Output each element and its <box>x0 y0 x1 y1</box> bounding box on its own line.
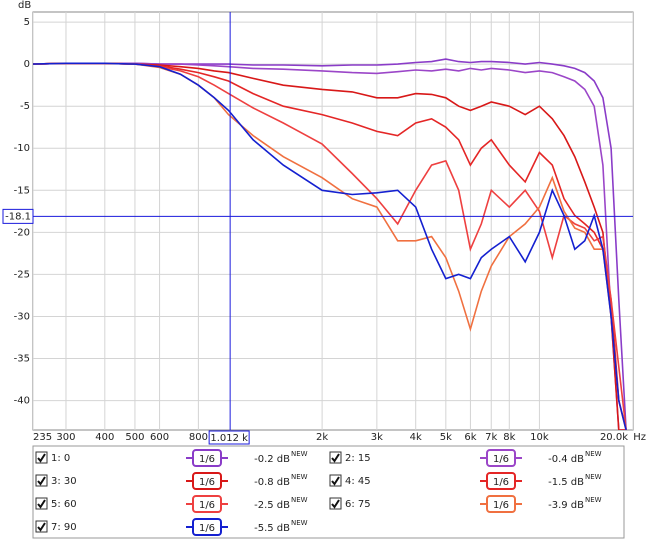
series-line <box>33 62 627 430</box>
legend-entry[interactable]: 7: 90 1/6 -5.5 dB NEW <box>35 518 308 536</box>
check-mark <box>37 499 46 509</box>
series-line <box>33 62 627 430</box>
offset-label: -1.5 dB <box>548 477 584 488</box>
y-tick-label: -5 <box>20 101 30 112</box>
smoothing-label: 1/6 <box>493 477 509 488</box>
y-tick-label: 0 <box>24 59 30 70</box>
legend-entry[interactable]: 6: 75 1/6 -3.9 dB NEW <box>329 495 602 513</box>
legend-name: 1: 0 <box>51 453 70 464</box>
checkbox[interactable] <box>329 497 342 510</box>
offset-badge: NEW <box>585 496 602 504</box>
offset-label: -2.5 dB <box>254 500 290 511</box>
offset-badge: NEW <box>291 496 308 504</box>
smoothing-label: 1/6 <box>199 477 215 488</box>
smoothing-button[interactable] <box>486 449 516 467</box>
legend-entry[interactable]: 4: 45 1/6 -1.5 dB NEW <box>329 472 602 490</box>
y-tick-label: -40 <box>14 396 30 407</box>
check-mark <box>331 453 340 463</box>
x-tick-label: 600 <box>150 432 169 443</box>
check-mark <box>331 476 340 486</box>
plot-area <box>32 11 634 431</box>
y-tick-label: -25 <box>14 269 30 280</box>
offset-label: -3.9 dB <box>548 500 584 511</box>
offset-badge: NEW <box>585 450 602 458</box>
legend-entry[interactable]: 1: 0 1/6 -0.2 dB NEW <box>35 449 308 467</box>
y-tick-label: -15 <box>14 185 30 196</box>
smoothing-button[interactable] <box>192 472 222 490</box>
x-tick-label: 235 <box>33 432 52 443</box>
smoothing-button[interactable] <box>192 518 222 536</box>
legend-panel <box>32 445 625 539</box>
offset-label: -5.5 dB <box>254 523 290 534</box>
x-tick-label: 6k <box>464 432 476 443</box>
smoothing-button[interactable] <box>192 495 222 513</box>
checkbox[interactable] <box>35 451 48 464</box>
offset-badge: NEW <box>585 473 602 481</box>
x-tick-label: 7k <box>485 432 497 443</box>
x-tick-label: 5k <box>440 432 452 443</box>
x-tick-label: 800 <box>189 432 208 443</box>
y-tick-label: 5 <box>24 17 30 28</box>
x-tick-label: 2k <box>316 432 328 443</box>
x-tick-label: 400 <box>95 432 114 443</box>
legend-entry[interactable]: 2: 15 1/6 -0.4 dB NEW <box>329 449 602 467</box>
x-tick-label: 8k <box>503 432 515 443</box>
offset-badge: NEW <box>291 519 308 527</box>
smoothing-label: 1/6 <box>493 454 509 465</box>
offset-badge: NEW <box>291 473 308 481</box>
x-tick-label: 10k <box>530 432 549 443</box>
legend-name: 6: 75 <box>345 499 371 510</box>
smoothing-label: 1/6 <box>199 454 215 465</box>
legend-name: 3: 30 <box>51 476 77 487</box>
cursor-x-box <box>208 430 250 445</box>
offset-badge: NEW <box>291 450 308 458</box>
series-line <box>33 62 627 430</box>
checkbox[interactable] <box>35 474 48 487</box>
smoothing-label: 1/6 <box>199 500 215 511</box>
smoothing-label: 1/6 <box>493 500 509 511</box>
x-tick-label: 500 <box>125 432 144 443</box>
cursor-y-label: -18.1 <box>5 211 31 222</box>
offset-label: -0.4 dB <box>548 454 584 465</box>
legend-entry[interactable]: 5: 60 1/6 -2.5 dB NEW <box>35 495 308 513</box>
checkbox[interactable] <box>329 474 342 487</box>
x-axis-label: Hz <box>633 432 646 443</box>
y-tick-label: -20 <box>14 227 30 238</box>
y-tick-label: -30 <box>14 311 30 322</box>
x-tick-label: 4k <box>410 432 422 443</box>
plot-layer <box>33 12 633 430</box>
series-line <box>33 62 627 430</box>
legend-name: 5: 60 <box>51 499 77 510</box>
cursor-y-box <box>2 208 34 224</box>
y-axis-label: dB <box>18 0 31 11</box>
legend-entry[interactable]: 3: 30 1/6 -0.8 dB NEW <box>35 472 308 490</box>
check-mark <box>37 522 46 532</box>
x-tick-label: 20.0k <box>600 432 628 443</box>
legend-name: 7: 90 <box>51 522 77 533</box>
check-mark <box>37 453 46 463</box>
x-tick-label: 300 <box>56 432 75 443</box>
cursor-x-label: 1.012 k <box>210 433 248 444</box>
smoothing-button[interactable] <box>192 449 222 467</box>
check-mark <box>37 476 46 486</box>
offset-label: -0.2 dB <box>254 454 290 465</box>
offset-label: -0.8 dB <box>254 477 290 488</box>
y-tick-label: -10 <box>14 143 30 154</box>
smoothing-button[interactable] <box>486 495 516 513</box>
y-tick-label: -35 <box>14 354 30 365</box>
checkbox[interactable] <box>35 520 48 533</box>
checkbox[interactable] <box>329 451 342 464</box>
legend-name: 2: 15 <box>345 453 371 464</box>
smoothing-label: 1/6 <box>199 523 215 534</box>
checkbox[interactable] <box>35 497 48 510</box>
x-tick-label: 3k <box>371 432 383 443</box>
smoothing-button[interactable] <box>486 472 516 490</box>
check-mark <box>331 499 340 509</box>
series-line <box>33 62 627 430</box>
legend-name: 4: 45 <box>345 476 371 487</box>
